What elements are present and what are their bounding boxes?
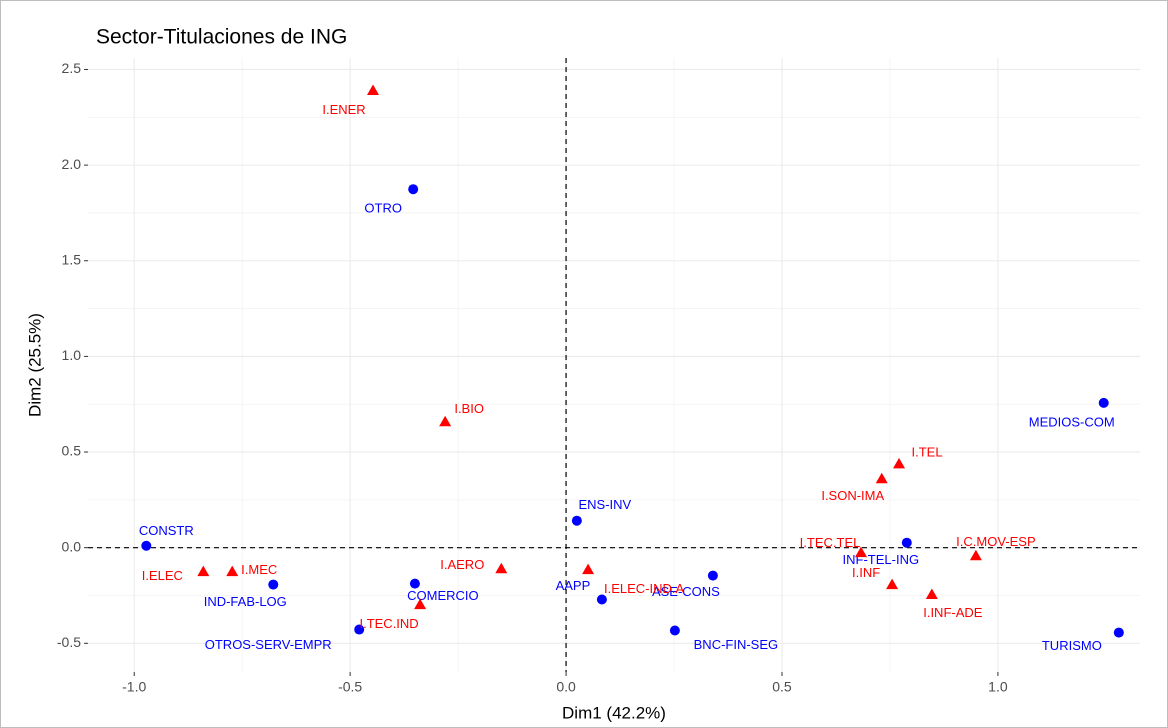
point	[855, 546, 868, 558]
y-tick-label: 2.0	[62, 156, 82, 172]
point	[408, 184, 419, 195]
point	[495, 562, 508, 574]
point-label: I.MEC	[241, 562, 277, 577]
y-tick-label: 1.0	[62, 347, 82, 363]
point-label: IND-FAB-LOG	[204, 594, 287, 609]
point	[875, 472, 888, 484]
x-tick-label: -0.5	[338, 679, 362, 695]
point-label: MEDIOS-COM	[1029, 414, 1115, 429]
point	[969, 549, 982, 561]
point-label: OTRO	[364, 201, 402, 216]
point	[439, 415, 452, 427]
point-label: I.TEL	[911, 444, 942, 459]
point	[1098, 397, 1109, 408]
point	[268, 579, 279, 590]
point	[226, 565, 239, 577]
point	[893, 457, 906, 469]
point	[1113, 627, 1124, 638]
y-tick-label: 2.5	[62, 60, 82, 76]
y-tick-label: 1.5	[62, 251, 82, 267]
point	[409, 578, 420, 589]
point-label: I.SON-IMA	[821, 488, 884, 503]
point-label: COMERCIO	[407, 588, 479, 603]
point	[901, 537, 912, 548]
chart-title: Sector-Titulaciones de ING	[96, 26, 347, 49]
point-label: I.INF	[852, 565, 880, 580]
point-label: TURISMO	[1042, 638, 1102, 653]
point	[354, 624, 365, 635]
y-tick-label: 0.5	[62, 443, 82, 459]
point-label: I.BIO	[454, 401, 484, 416]
point-label: AAPP	[556, 578, 591, 593]
point	[669, 625, 680, 636]
point-label: I.AERO	[440, 557, 484, 572]
x-tick-label: 0.0	[556, 679, 576, 695]
point-label: CONSTR	[139, 523, 194, 538]
point	[886, 578, 899, 590]
point-label: I.ELEC-IND.A	[604, 581, 685, 596]
point-label: ENS-INV	[578, 497, 631, 512]
point	[571, 515, 582, 526]
x-axis-label: Dim1 (42.2%)	[562, 703, 666, 722]
point-label: I.C.MOV-ESP	[956, 534, 1035, 549]
x-tick-label: -1.0	[122, 679, 146, 695]
point	[596, 594, 607, 605]
point	[707, 570, 718, 581]
point	[367, 84, 380, 96]
point-label: I.INF-ADE	[923, 605, 983, 620]
point	[582, 563, 595, 575]
point-label: BNC-FIN-SEG	[694, 637, 779, 652]
x-tick-label: 1.0	[988, 679, 1008, 695]
x-tick-label: 0.5	[772, 679, 792, 695]
point	[925, 588, 938, 600]
y-axis-label: Dim2 (25.5%)	[25, 313, 44, 417]
point-label: ASE-CONS	[652, 584, 720, 599]
point	[197, 565, 210, 577]
point	[414, 598, 427, 610]
point-label: I.TEC.TEL	[800, 535, 861, 550]
point-label: I.ELEC	[142, 568, 183, 583]
point-label: OTROS-SERV-EMPR	[205, 637, 332, 652]
point	[141, 540, 152, 551]
point-label: I.ENER	[322, 102, 365, 117]
y-tick-label: 0.0	[62, 538, 82, 554]
y-tick-label: -0.5	[57, 634, 81, 650]
point-label: I.TEC.IND	[359, 616, 418, 631]
